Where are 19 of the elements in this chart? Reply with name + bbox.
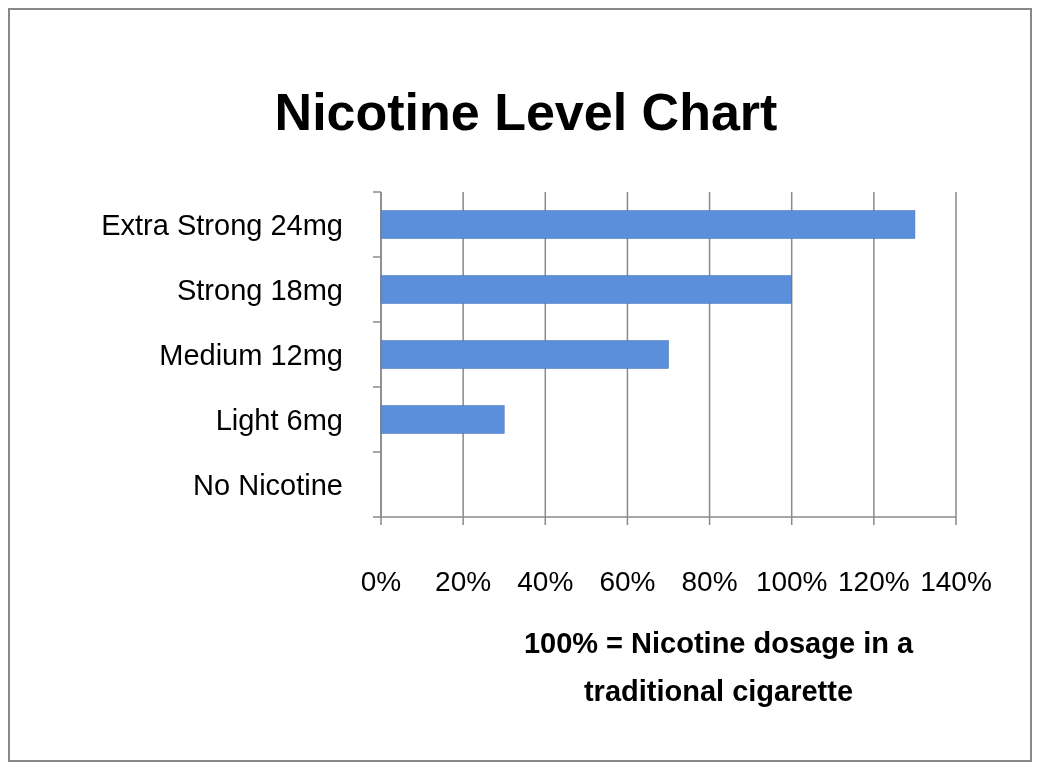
y-tick-label: Extra Strong 24mg (101, 208, 343, 241)
chart-title: Nicotine Level Chart (274, 83, 778, 141)
bar (380, 275, 792, 304)
x-axis-title: 100% = Nicotine dosage in a traditional cigarette (523, 627, 914, 707)
x-tick-label: 20% (435, 566, 492, 597)
bar (380, 405, 505, 434)
y-tick-label: Light 6mg (215, 403, 343, 436)
bar (380, 340, 669, 369)
x-tick-label: 100% (755, 566, 828, 597)
x-tick-label: 60% (599, 566, 656, 597)
y-tick-label: No Nicotine (193, 468, 343, 501)
x-tick-label: 120% (838, 566, 910, 597)
y-tick-label: Strong 18mg (176, 273, 343, 306)
y-tick-label: Medium 12mg (159, 338, 343, 371)
x-tick-label: 40% (517, 566, 574, 597)
x-tick-label: 0% (360, 566, 402, 597)
x-tick-label: 80% (681, 566, 738, 597)
bar (380, 210, 916, 239)
x-tick-label: 140% (920, 566, 992, 597)
